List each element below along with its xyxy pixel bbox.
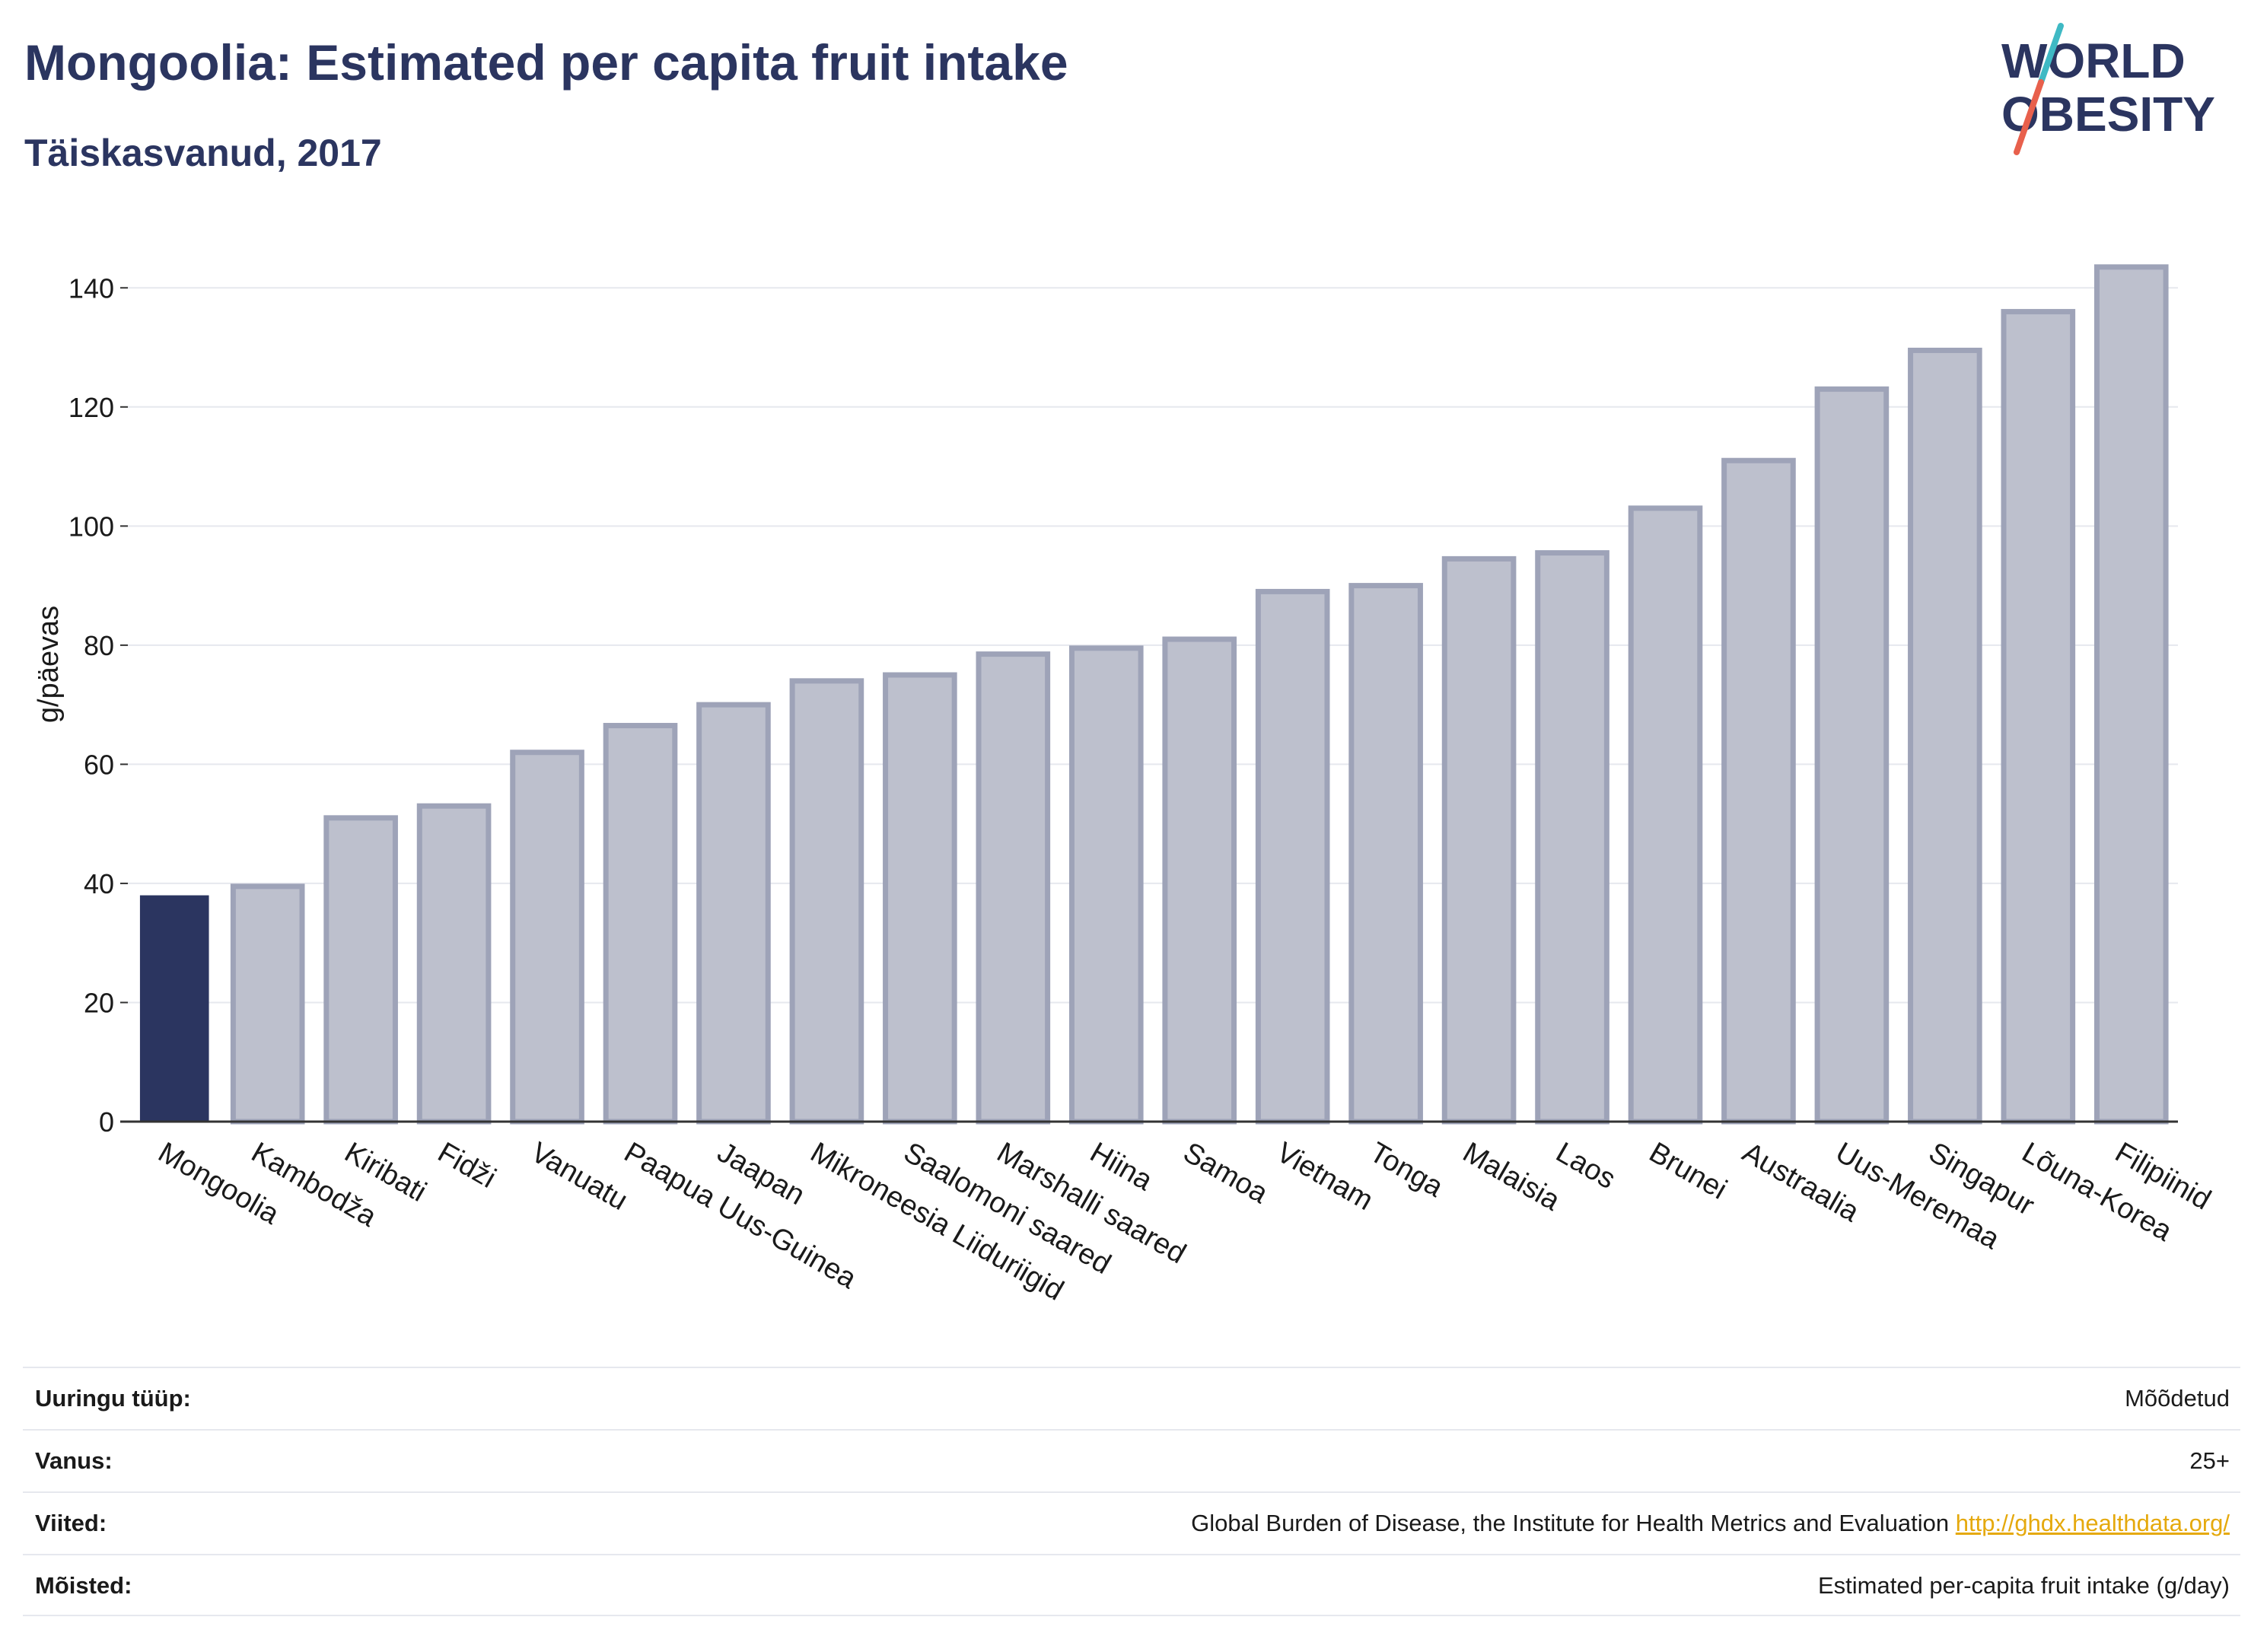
bar-marshalli-saared	[976, 651, 1051, 1125]
logo-slash-red	[2014, 79, 2044, 155]
footer-value: Estimated per-capita fruit intake (g/day…	[1817, 1572, 2230, 1599]
y-tick-label: 60	[84, 749, 114, 780]
footer-label: Uuringu tüüp:	[35, 1385, 191, 1412]
bar-hiina	[1068, 645, 1144, 1125]
y-axis-title: g/päevas	[33, 606, 65, 723]
bar-malaisia	[1441, 555, 1517, 1125]
bar-mongoolia	[139, 895, 209, 1122]
footer-value: 25+	[2189, 1447, 2230, 1474]
y-tick-label: 100	[68, 511, 114, 542]
bar-chart: 020406080100120140MongooliaKambodžaKirib…	[33, 264, 2216, 1307]
bar-jaapan	[696, 702, 771, 1125]
x-tick-label: Fidži	[432, 1136, 501, 1194]
footer-row-survey-type: Uuringu tüüp: Mõõdetud	[23, 1367, 2240, 1429]
y-tick-label: 20	[84, 987, 114, 1018]
y-tick-label: 40	[84, 868, 114, 899]
bar-singapur	[1908, 347, 1982, 1125]
x-tick-label: Vietnam	[1271, 1136, 1378, 1217]
logo-slash-teal	[2038, 23, 2064, 85]
bar-laos	[1535, 550, 1609, 1125]
bar-austraalia	[1721, 457, 1796, 1125]
bar-brunei	[1628, 505, 1703, 1125]
footer-value-references: Global Burden of Disease, the Institute …	[1191, 1510, 2230, 1537]
chart-title: Mongoolia: Estimated per capita fruit in…	[24, 34, 1068, 91]
bar-saalomoni-saared	[883, 672, 957, 1125]
bar-filipiinid	[2093, 264, 2169, 1125]
footer-row-definitions: Mõisted: Estimated per-capita fruit inta…	[23, 1554, 2240, 1616]
footer-row-references: Viited: Global Burden of Disease, the In…	[23, 1491, 2240, 1554]
bar-tonga	[1348, 583, 1423, 1125]
bar-l-una-korea	[2001, 309, 2076, 1125]
bar-fid-i	[416, 803, 492, 1125]
bars-layer	[139, 264, 2169, 1125]
bar-samoa	[1162, 636, 1237, 1125]
chart-subtitle: Täiskasvanud, 2017	[24, 132, 382, 174]
y-tick-label: 0	[99, 1106, 114, 1138]
bar-uus-meremaa	[1814, 386, 1890, 1125]
y-tick-label: 80	[84, 630, 114, 661]
x-tick-label: Tonga	[1364, 1136, 1449, 1204]
x-tick-label: Samoa	[1178, 1136, 1274, 1210]
footer-label: Vanus:	[35, 1447, 113, 1474]
world-obesity-logo: WORLD OBESITY	[2001, 23, 2215, 155]
reference-text: Global Burden of Disease, the Institute …	[1191, 1510, 1950, 1536]
bar-paapua-uus-guinea	[603, 723, 678, 1125]
bar-mikroneesia-liiduriigid	[789, 678, 864, 1125]
x-tick-label: Brunei	[1644, 1136, 1732, 1205]
reference-link[interactable]: http://ghdx.healthdata.org/	[1955, 1510, 2230, 1536]
footer-label: Viited:	[35, 1510, 107, 1536]
footer-label: Mõisted:	[35, 1572, 132, 1599]
y-tick-label: 120	[68, 392, 114, 423]
logo-line1: WORLD	[2001, 33, 2186, 88]
footer-row-age: Vanus: 25+	[23, 1429, 2240, 1491]
footer-value: Mõõdetud	[2125, 1385, 2230, 1412]
x-tick-label: Malaisia	[1457, 1136, 1565, 1217]
x-tick-label: Vanuatu	[526, 1136, 633, 1217]
metadata-table: Uuringu tüüp: Mõõdetud Vanus: 25+ Viited…	[23, 1367, 2240, 1616]
y-tick-label: 140	[68, 272, 114, 304]
bar-kambod-a	[230, 883, 305, 1125]
bar-kiribati	[323, 815, 398, 1125]
bar-vanuatu	[510, 750, 584, 1125]
bar-vietnam	[1255, 588, 1330, 1125]
